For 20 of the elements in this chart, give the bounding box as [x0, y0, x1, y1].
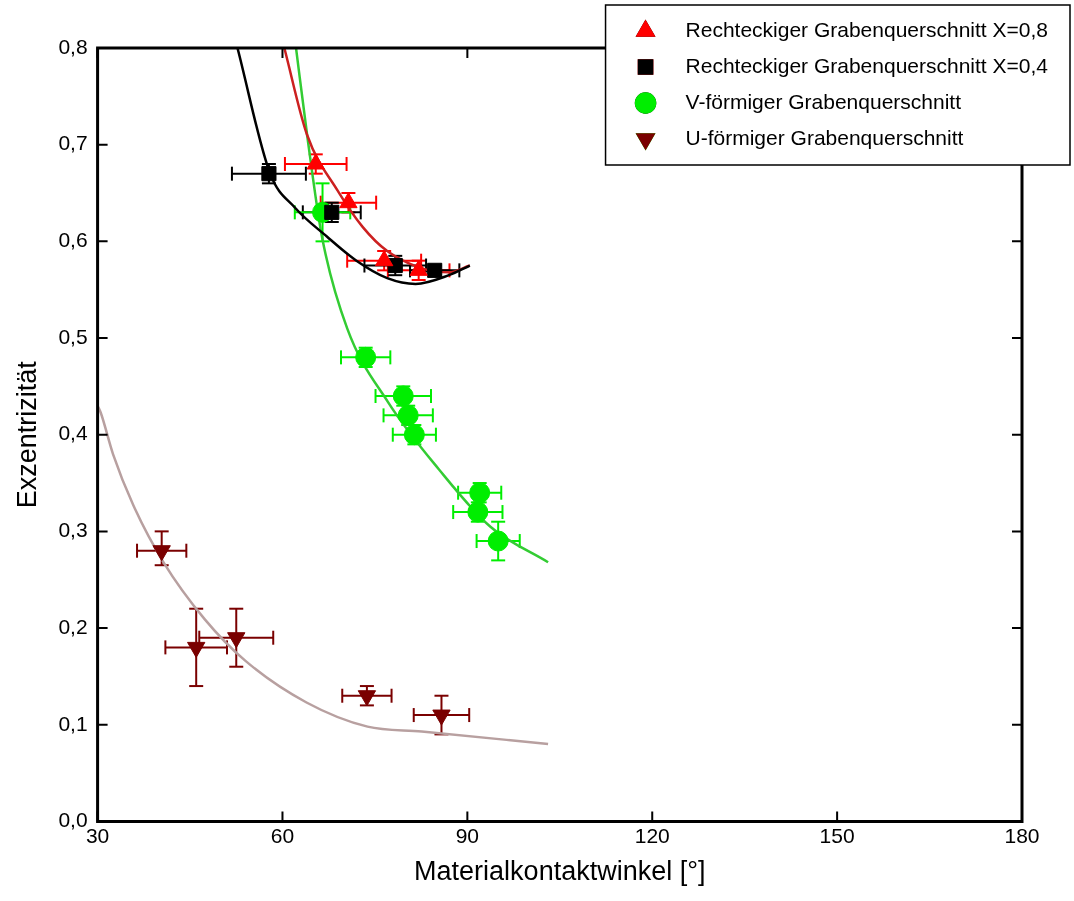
y-tick-label: 0,0 — [58, 808, 88, 832]
y-tick-label: 0,3 — [58, 518, 88, 542]
y-tick-label: 0,5 — [58, 324, 88, 348]
y-tick-label: 0,1 — [58, 711, 88, 735]
legend-label: Rechteckiger Grabenquerschnitt X=0,8 — [685, 17, 1049, 41]
x-tick-label: 120 — [634, 823, 670, 847]
x-tick-label: 150 — [819, 823, 855, 847]
legend-label: V-förmiger Grabenquerschnitt — [685, 89, 962, 113]
y-tick-label: 0,4 — [58, 421, 88, 445]
x-tick-label: 90 — [455, 823, 480, 847]
y-axis-title: Exzentrizität — [11, 360, 42, 509]
x-axis-title: Materialkontaktwinkel [°] — [414, 856, 706, 887]
y-tick-label: 0,6 — [58, 228, 88, 252]
legend-label: Rechteckiger Grabenquerschnitt X=0,4 — [685, 53, 1049, 77]
x-tick-label: 180 — [1004, 823, 1040, 847]
y-tick-label: 0,8 — [58, 34, 88, 58]
y-tick-label: 0,2 — [58, 614, 88, 638]
legend-label: U-förmiger Grabenquerschnitt — [685, 125, 964, 149]
x-tick-label: 60 — [270, 823, 295, 847]
y-tick-label: 0,7 — [58, 131, 88, 155]
